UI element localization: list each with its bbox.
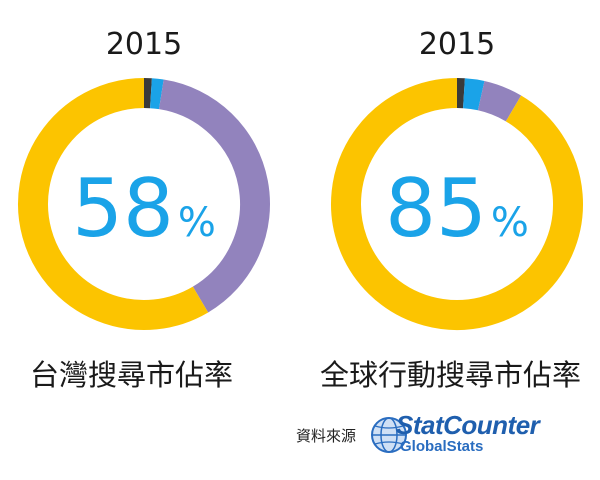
donut-slice-3	[331, 78, 583, 330]
donut-slice-2	[158, 79, 270, 313]
donut-slice-1	[462, 78, 485, 111]
center-unit: %	[178, 200, 216, 246]
donut-title: 2015	[106, 27, 182, 62]
center-number: 85	[385, 162, 487, 255]
center-value: 85%	[385, 162, 529, 255]
source-attribution: 資料來源 StatCounter GlobalStats	[296, 410, 570, 460]
caption-taiwan: 台灣搜尋市佔率	[30, 358, 234, 392]
donut-slices	[18, 78, 270, 330]
logo-title: StatCounter	[396, 410, 540, 440]
donut-chart-global-mobile: 2015 85%	[331, 27, 583, 330]
globe-icon	[371, 417, 408, 453]
source-label: 資料來源	[296, 426, 357, 445]
center-value: 58%	[72, 162, 216, 255]
center-unit: %	[491, 200, 529, 246]
donut-slice-3	[18, 78, 209, 330]
donut-chart-taiwan: 2015 58%	[18, 27, 270, 330]
logo-subtitle: GlobalStats	[400, 438, 484, 455]
center-number: 58	[72, 162, 174, 255]
donut-slice-2	[477, 81, 522, 122]
caption-global-mobile: 全球行動搜尋市佔率	[320, 358, 582, 392]
donut-slice-1	[149, 78, 164, 110]
statcounter-logo: StatCounter GlobalStats	[370, 410, 570, 460]
donut-title: 2015	[419, 27, 495, 62]
donut-slices	[331, 78, 583, 330]
